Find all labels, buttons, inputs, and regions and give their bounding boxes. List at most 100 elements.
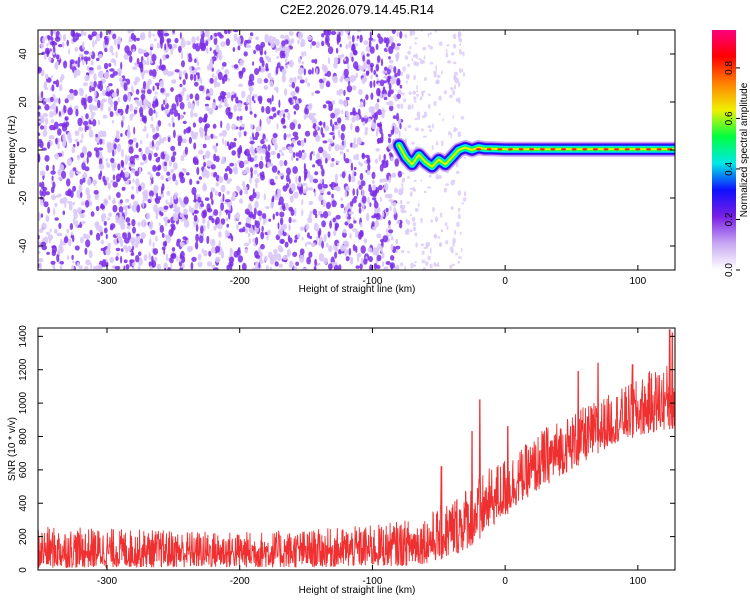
noise-speckle [109, 111, 114, 118]
noise-speckle [461, 202, 464, 205]
noise-speckle [321, 240, 324, 249]
noise-speckle [441, 140, 444, 147]
snr-line [38, 329, 675, 569]
noise-speckle [198, 116, 203, 124]
noise-speckle [451, 52, 455, 56]
noise-speckle [72, 30, 75, 39]
noise-speckle [248, 98, 252, 107]
x-tick-label: -100 [362, 576, 382, 587]
signal-peak [614, 148, 620, 151]
noise-speckle [459, 43, 462, 47]
noise-speckle [43, 81, 48, 89]
noise-speckle [148, 107, 154, 117]
noise-speckle [93, 80, 97, 88]
noise-speckle [173, 109, 178, 117]
noise-speckle [68, 48, 71, 55]
noise-speckle [307, 187, 313, 191]
noise-speckle [389, 262, 395, 269]
noise-speckle [299, 248, 305, 255]
noise-speckle [254, 155, 258, 159]
noise-speckle [154, 82, 161, 87]
noise-speckle [259, 251, 263, 258]
noise-speckle [51, 103, 56, 110]
noise-speckle [38, 212, 42, 221]
noise-speckle [167, 136, 171, 143]
noise-speckle [124, 171, 130, 178]
noise-speckle [54, 153, 59, 160]
noise-speckle [193, 214, 198, 222]
noise-speckle [436, 74, 441, 79]
y-tick-label: 200 [18, 528, 29, 545]
noise-speckle [367, 247, 373, 253]
noise-speckle [57, 128, 62, 136]
noise-speckle [179, 83, 183, 88]
noise-speckle [129, 202, 132, 209]
noise-speckle [112, 204, 118, 213]
noise-speckle [53, 126, 56, 131]
noise-speckle [200, 203, 205, 208]
noise-speckle [287, 112, 291, 121]
noise-speckle [102, 114, 108, 119]
noise-speckle [243, 242, 250, 247]
noise-speckle [401, 186, 404, 191]
noise-speckle [293, 110, 297, 115]
noise-speckle [237, 107, 243, 112]
noise-speckle [58, 232, 63, 237]
noise-speckle [236, 186, 241, 192]
noise-speckle [345, 44, 349, 50]
noise-speckle [318, 78, 323, 84]
noise-speckle [330, 30, 337, 36]
noise-speckle [137, 251, 142, 256]
noise-speckle [261, 213, 267, 219]
noise-speckle [45, 117, 48, 126]
noise-speckle [170, 71, 175, 76]
noise-speckle [419, 96, 423, 101]
colorbar: 0.00.20.40.60.8 Normalized spectral ampl… [712, 30, 750, 277]
noise-speckle [361, 153, 365, 158]
noise-speckle [118, 77, 123, 82]
noise-speckle [39, 262, 42, 270]
noise-speckle [183, 168, 187, 173]
noise-speckle [223, 98, 228, 106]
noise-speckle [338, 88, 344, 95]
noise-speckle [333, 56, 339, 65]
noise-speckle [76, 190, 80, 198]
noise-speckle [347, 216, 352, 220]
noise-speckle [147, 171, 152, 175]
noise-speckle [444, 222, 448, 227]
noise-speckle [261, 148, 266, 154]
noise-speckle [190, 262, 194, 270]
noise-speckle [156, 263, 162, 270]
noise-speckle [205, 40, 209, 47]
noise-speckle [190, 131, 195, 138]
noise-speckle [180, 51, 184, 60]
noise-speckle [189, 93, 194, 100]
noise-speckle [256, 147, 259, 152]
noise-speckle [182, 120, 187, 125]
noise-speckle [88, 67, 94, 71]
snr-frame [37, 327, 676, 571]
noise-speckle [346, 30, 350, 33]
noise-speckle [415, 53, 419, 59]
noise-speckle [315, 68, 318, 76]
noise-speckle [260, 231, 265, 240]
noise-speckle [49, 228, 52, 233]
noise-speckle [225, 209, 228, 216]
noise-speckle [427, 255, 431, 261]
noise-speckle [38, 240, 41, 245]
noise-speckle [382, 93, 387, 98]
noise-speckle [82, 41, 85, 50]
noise-speckle [415, 127, 420, 131]
noise-speckle [93, 147, 99, 152]
y-tick-label: 0 [18, 147, 29, 153]
noise-speckle [290, 91, 296, 97]
noise-speckle [356, 137, 362, 146]
noise-speckle [157, 164, 162, 171]
signal-peak [592, 148, 598, 151]
noise-speckle [294, 207, 297, 217]
noise-speckle [215, 82, 221, 87]
noise-speckle [280, 34, 285, 39]
noise-speckle [343, 89, 346, 96]
noise-speckle [207, 220, 210, 229]
noise-speckle [221, 66, 224, 70]
